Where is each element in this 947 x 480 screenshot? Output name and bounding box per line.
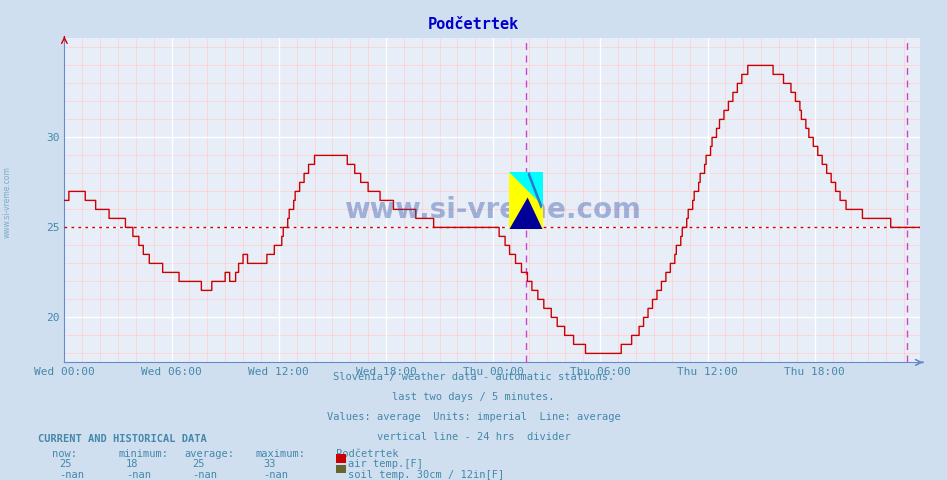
Text: air temp.[F]: air temp.[F] bbox=[348, 459, 423, 469]
Text: 25: 25 bbox=[192, 459, 205, 469]
Text: vertical line - 24 hrs  divider: vertical line - 24 hrs divider bbox=[377, 432, 570, 443]
Polygon shape bbox=[509, 172, 543, 206]
Text: Podčetrtek: Podčetrtek bbox=[428, 17, 519, 32]
Text: Podčetrtek: Podčetrtek bbox=[336, 449, 399, 459]
Text: www.si-vreme.com: www.si-vreme.com bbox=[3, 166, 12, 238]
Text: minimum:: minimum: bbox=[118, 449, 169, 459]
Text: 25: 25 bbox=[60, 459, 72, 469]
Polygon shape bbox=[527, 172, 543, 209]
Text: Values: average  Units: imperial  Line: average: Values: average Units: imperial Line: av… bbox=[327, 412, 620, 422]
Text: -nan: -nan bbox=[192, 470, 217, 480]
Text: -nan: -nan bbox=[263, 470, 288, 480]
Text: soil temp. 30cm / 12in[F]: soil temp. 30cm / 12in[F] bbox=[348, 470, 505, 480]
Text: 18: 18 bbox=[126, 459, 138, 469]
Text: last two days / 5 minutes.: last two days / 5 minutes. bbox=[392, 392, 555, 402]
Text: average:: average: bbox=[185, 449, 235, 459]
Text: maximum:: maximum: bbox=[256, 449, 306, 459]
Text: -nan: -nan bbox=[60, 470, 84, 480]
Text: now:: now: bbox=[52, 449, 77, 459]
Polygon shape bbox=[509, 198, 543, 229]
Text: -nan: -nan bbox=[126, 470, 151, 480]
Text: www.si-vreme.com: www.si-vreme.com bbox=[344, 196, 641, 224]
Text: 33: 33 bbox=[263, 459, 276, 469]
Text: CURRENT AND HISTORICAL DATA: CURRENT AND HISTORICAL DATA bbox=[38, 434, 206, 444]
Text: Slovenia / weather data - automatic stations.: Slovenia / weather data - automatic stat… bbox=[333, 372, 614, 382]
